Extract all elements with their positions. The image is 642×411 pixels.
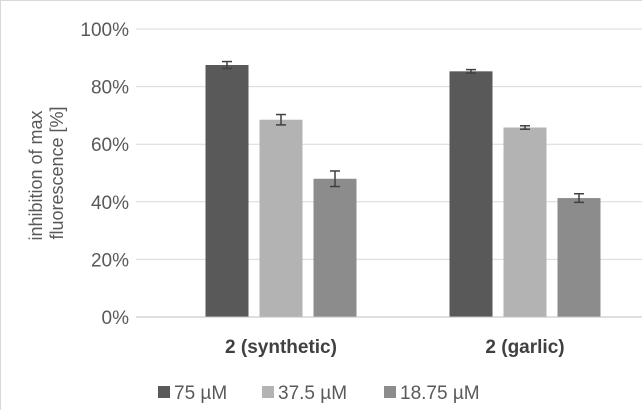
x-category-label: 2 (garlic) (485, 337, 564, 358)
bar (205, 65, 249, 317)
legend-label: 37.5 µM (278, 383, 347, 404)
bar (449, 71, 493, 317)
y-tick-label: 20% (91, 250, 129, 271)
y-tick-label: 80% (91, 78, 129, 99)
legend-swatch (158, 386, 170, 398)
bar (503, 127, 547, 317)
y-tick-label: 0% (102, 308, 130, 329)
x-category-label: 2 (synthetic) (225, 337, 337, 358)
bar (259, 119, 303, 317)
y-tick-label: 100% (80, 20, 129, 41)
legend-swatch (262, 386, 274, 398)
legend-label: 75 µM (174, 383, 227, 404)
y-tick-label: 40% (91, 193, 129, 214)
x-axis-categories: 2 (synthetic) 2 (garlic) (225, 337, 565, 358)
y-axis-label-line-1: inhibition of max (26, 110, 46, 240)
bars (205, 65, 601, 317)
bar (557, 198, 601, 317)
legend-label: 18.75 µM (400, 383, 480, 404)
y-axis-label-line-2: fluorescence [%] (47, 106, 67, 239)
error-bars (222, 60, 584, 204)
legend-swatch (384, 386, 396, 398)
y-axis-label: inhibition of max fluorescence [%] (26, 105, 67, 240)
y-axis-ticks: 0% 20% 40% 60% 80% 100% (80, 20, 129, 329)
y-tick-label: 60% (91, 135, 129, 156)
legend: 75 µM 37.5 µM 18.75 µM (158, 383, 480, 404)
bar (313, 178, 357, 317)
